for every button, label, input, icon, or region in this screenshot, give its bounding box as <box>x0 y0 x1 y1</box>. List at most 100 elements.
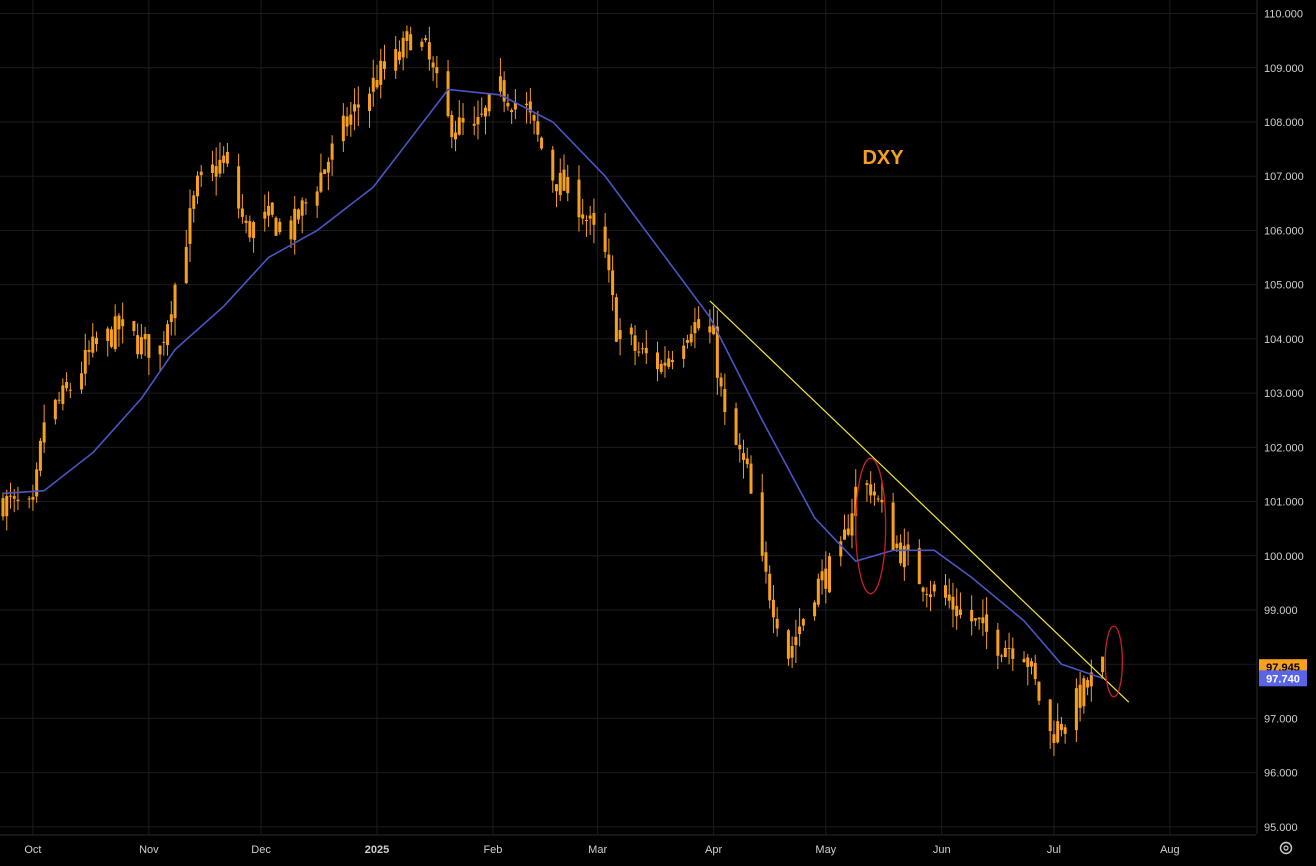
candle-body <box>405 31 409 41</box>
candle-body <box>263 211 267 219</box>
candle-body <box>996 629 1000 656</box>
candle-body <box>80 373 84 390</box>
y-tick-label: 101.000 <box>1264 497 1304 509</box>
candle-body <box>558 172 562 195</box>
candle-body <box>117 315 121 330</box>
candle-body <box>1086 680 1090 688</box>
y-tick-label: 104.000 <box>1264 334 1304 346</box>
annotation-ellipse <box>1104 625 1124 698</box>
candle-body <box>158 345 162 355</box>
candle-body <box>1011 648 1015 659</box>
candle-body <box>828 556 832 593</box>
candle-body <box>771 599 775 618</box>
y-tick-label: 97.000 <box>1264 713 1298 725</box>
candle-body <box>801 619 805 626</box>
candle-body <box>401 37 405 58</box>
candle-body <box>450 115 454 138</box>
candle-body <box>132 321 136 332</box>
candle-body <box>1 498 5 517</box>
candle-body <box>790 646 794 658</box>
candle-body <box>685 339 689 343</box>
candle-body <box>663 362 667 366</box>
candle-body <box>409 34 413 51</box>
candle-body <box>708 326 712 333</box>
candle-body <box>61 385 65 404</box>
candle-body <box>551 149 555 181</box>
candle-body <box>476 117 480 125</box>
candle-body <box>513 102 517 110</box>
candle-body <box>607 254 611 271</box>
candle-body <box>371 77 375 92</box>
candle-body <box>326 161 330 173</box>
settings-button[interactable] <box>1256 834 1316 861</box>
candle-body <box>577 179 581 218</box>
candle-body <box>65 381 69 389</box>
chart-title: DXY <box>862 147 904 169</box>
candle-body <box>139 337 143 355</box>
candle-body <box>584 220 588 222</box>
candle-body <box>330 143 334 160</box>
x-tick-label: 2025 <box>365 844 389 856</box>
candle-body <box>876 498 880 500</box>
candle-body <box>91 336 95 353</box>
candle-body <box>188 208 192 244</box>
candle-body <box>225 151 229 164</box>
candle-body <box>214 166 218 177</box>
candle-body <box>719 377 723 387</box>
candle-body <box>427 42 431 60</box>
moving-average-line <box>2 88 1103 680</box>
candle-body <box>824 568 828 589</box>
candle-body <box>27 498 31 500</box>
y-tick-label: 106.000 <box>1264 225 1304 237</box>
candle-body <box>846 528 850 535</box>
grid <box>0 0 1257 835</box>
moving-average-label: 97.740 <box>1266 673 1300 685</box>
y-axis: 95.00096.00097.00098.00099.000100.000101… <box>1264 9 1304 834</box>
candle-body <box>917 548 921 585</box>
candle-body <box>16 499 20 502</box>
candle-body <box>147 334 151 358</box>
candle-body <box>480 113 484 115</box>
candle-body <box>985 614 989 632</box>
candle-body <box>218 159 222 174</box>
candle-body <box>270 202 274 215</box>
trendline <box>709 300 1130 703</box>
candle-body <box>689 333 693 343</box>
candle-body <box>35 469 39 497</box>
candle-body <box>603 226 607 252</box>
y-tick-label: 105.000 <box>1264 280 1304 292</box>
candle-body <box>240 208 244 217</box>
candle-body <box>382 61 386 69</box>
candle-body <box>106 328 110 341</box>
candle-body <box>775 618 779 629</box>
candle-body <box>274 217 278 236</box>
candle-body <box>472 123 476 126</box>
candle-body <box>83 349 87 374</box>
candle-body <box>300 200 304 216</box>
candle-body <box>42 422 46 443</box>
candle-body <box>813 602 817 617</box>
candle-body <box>248 221 252 238</box>
candle-body <box>1022 658 1026 663</box>
candle-body <box>895 543 899 548</box>
x-tick-label: Aug <box>1160 844 1180 856</box>
candle-body <box>921 587 925 592</box>
candle-body <box>929 594 933 598</box>
candle-body <box>109 329 113 347</box>
annotations <box>855 457 1124 698</box>
candle-body <box>659 363 663 372</box>
x-tick-label: Apr <box>705 844 722 856</box>
candle-body <box>592 212 596 225</box>
candle-body <box>304 202 308 204</box>
candle-body <box>656 352 659 370</box>
candle-body <box>1033 662 1037 680</box>
candle-body <box>420 41 424 47</box>
x-tick-label: May <box>815 844 836 856</box>
x-axis: Oct Nov Dec 2025 Feb Mar Apr May Jun Jul Aug <box>24 844 1179 856</box>
candle-body <box>738 444 742 450</box>
candle-body <box>839 541 843 557</box>
candle-body <box>970 609 974 622</box>
candle-body <box>820 571 824 581</box>
